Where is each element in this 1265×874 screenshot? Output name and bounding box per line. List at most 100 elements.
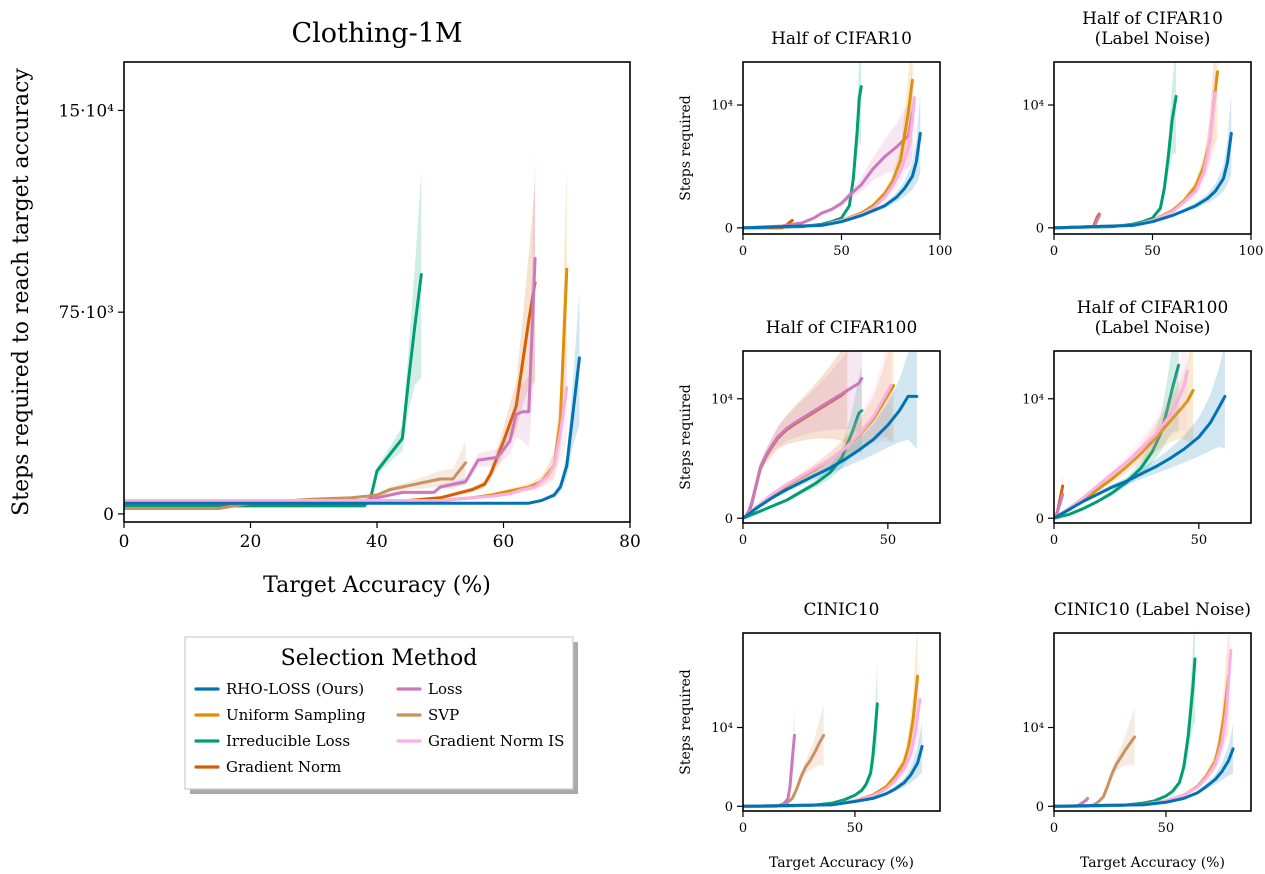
- chart-c10n: 0 50 100 0 10⁴ Half of CIFAR10(Label Noise): [1022, 9, 1264, 259]
- x-tick-label: 50: [847, 821, 864, 836]
- band-rho: [743, 351, 917, 519]
- plot-frame: [1053, 350, 1252, 524]
- y-axis-label: Steps required: [678, 95, 694, 201]
- x-axis-label: Target Accuracy (%): [263, 573, 491, 598]
- plot-frame: [1053, 632, 1252, 812]
- band-irreducible: [124, 171, 422, 507]
- x-tick-label: 100: [1239, 244, 1264, 259]
- y-tick-label: 15·10⁴: [59, 101, 115, 121]
- series-line-svp: [743, 733, 826, 808]
- x-axis-label: Target Accuracy (%): [1080, 855, 1225, 871]
- chart-clothing: 0 20 40 60 80 0 75·10³ 15·10⁴ Clothing-1M Target …: [9, 18, 641, 598]
- x-tick-label: 80: [619, 532, 641, 552]
- band-rho: [1054, 724, 1234, 807]
- x-tick-label: 20: [240, 532, 262, 552]
- y-tick-label: 0: [1036, 221, 1044, 236]
- band-rho: [743, 720, 923, 807]
- chart-c100: 0 50 0 10⁴ Half of CIFAR100 Steps required: [678, 318, 941, 548]
- plot-area: [1054, 633, 1235, 808]
- plot-area: [743, 62, 922, 230]
- plot-frame: [1053, 61, 1252, 235]
- y-axis-label: Steps required: [678, 669, 694, 775]
- series-line-irreducible: [1054, 363, 1181, 520]
- chart-title: CINIC10: [804, 600, 880, 620]
- series-line-rho: [1054, 131, 1233, 230]
- y-tick-label: 10⁴: [711, 392, 733, 407]
- series-line-loss: [743, 110, 914, 230]
- band-uniform: [743, 351, 894, 519]
- x-tick-label: 0: [1050, 244, 1058, 259]
- x-tick-label: 0: [1050, 533, 1058, 548]
- y-tick-label: 10⁴: [1022, 721, 1044, 736]
- legend-box: [184, 636, 574, 790]
- x-tick-label: 50: [1144, 244, 1161, 259]
- chart-title: (Label Noise): [1095, 29, 1211, 49]
- legend-label-uniform: Uniform Sampling: [226, 706, 366, 724]
- x-tick-label: 0: [1050, 821, 1058, 836]
- x-tick-label: 0: [119, 532, 130, 552]
- y-tick-label: 0: [725, 800, 733, 815]
- chart-cinicn: 0 50 0 10⁴ CINIC10 (Label Noise) Target Accur…: [1022, 600, 1252, 871]
- x-tick-label: 0: [739, 821, 747, 836]
- x-tick-label: 50: [1191, 533, 1208, 548]
- series-line-rho: [743, 131, 922, 230]
- y-axis-label: Steps required to reach target accuracy: [9, 68, 34, 516]
- series-line-rho: [1054, 394, 1227, 520]
- x-tick-label: 0: [739, 533, 747, 548]
- series-line-gradnormis: [124, 386, 569, 502]
- band-gradnormis: [743, 351, 891, 519]
- series-line-uniform: [1054, 674, 1231, 808]
- x-tick-label: 100: [928, 244, 953, 259]
- series-line-irreducible: [1054, 94, 1178, 230]
- series-line-gradnormis: [1054, 369, 1189, 520]
- series-line-irreducible: [743, 409, 864, 520]
- y-tick-label: 10⁴: [711, 721, 733, 736]
- band-svp: [124, 440, 466, 509]
- legend-label-rho: RHO-LOSS (Ours): [226, 680, 364, 698]
- y-tick-label: 0: [725, 512, 733, 527]
- series-line-rho: [124, 356, 581, 505]
- plot-area: [743, 351, 919, 520]
- band-gradnormis: [1054, 351, 1188, 519]
- band-svp: [1054, 707, 1135, 807]
- band-rho: [124, 290, 580, 505]
- y-tick-label: 0: [1036, 800, 1044, 815]
- chart-c10: 0 50 100 0 10⁴ Half of CIFAR10 Steps required: [678, 29, 953, 259]
- plot-area: [1054, 62, 1233, 230]
- legend-title: Selection Method: [281, 646, 478, 671]
- series-line-loss: [124, 256, 537, 502]
- series-line-gradnormis: [743, 384, 893, 520]
- plot-area: [124, 148, 581, 510]
- band-gradnorm: [124, 183, 536, 504]
- band-loss: [743, 351, 862, 519]
- plot-frame: [742, 632, 941, 812]
- x-tick-label: 40: [366, 532, 388, 552]
- y-axis-label: Steps required: [678, 384, 694, 490]
- series-line-irreducible: [1054, 657, 1197, 808]
- series-line-loss: [743, 377, 864, 520]
- series-line-rho: [1054, 747, 1235, 808]
- band-irreducible: [1054, 633, 1195, 807]
- plot-area: [1054, 351, 1227, 520]
- legend: Selection Method RHO-LOSS (Ours) Uniform S…: [184, 636, 578, 794]
- chart-c100n: 0 50 0 10⁴ Half of CIFAR100(Label Noise): [1022, 298, 1252, 548]
- y-tick-label: 75·10³: [59, 303, 114, 323]
- x-tick-label: 50: [1158, 821, 1175, 836]
- x-tick-label: 50: [833, 244, 850, 259]
- series-line-irreducible: [124, 273, 423, 508]
- legend-label-gradnormis: Gradient Norm IS: [428, 732, 564, 750]
- chart-title: Half of CIFAR100: [766, 318, 918, 338]
- band-irreducible: [1054, 62, 1177, 228]
- chart-title: Clothing-1M: [291, 18, 462, 49]
- band-rho: [1054, 351, 1225, 519]
- chart-title: Half of CIFAR100: [1077, 298, 1229, 318]
- y-tick-label: 0: [103, 505, 114, 525]
- band-loss: [743, 704, 795, 807]
- series-line-rho: [743, 394, 919, 520]
- band-gradnormis: [1054, 62, 1216, 228]
- legend-label-loss: Loss: [428, 680, 462, 698]
- series-line-rho: [743, 744, 924, 808]
- plot-area: [743, 633, 924, 808]
- legend-label-irreducible: Irreducible Loss: [226, 732, 350, 750]
